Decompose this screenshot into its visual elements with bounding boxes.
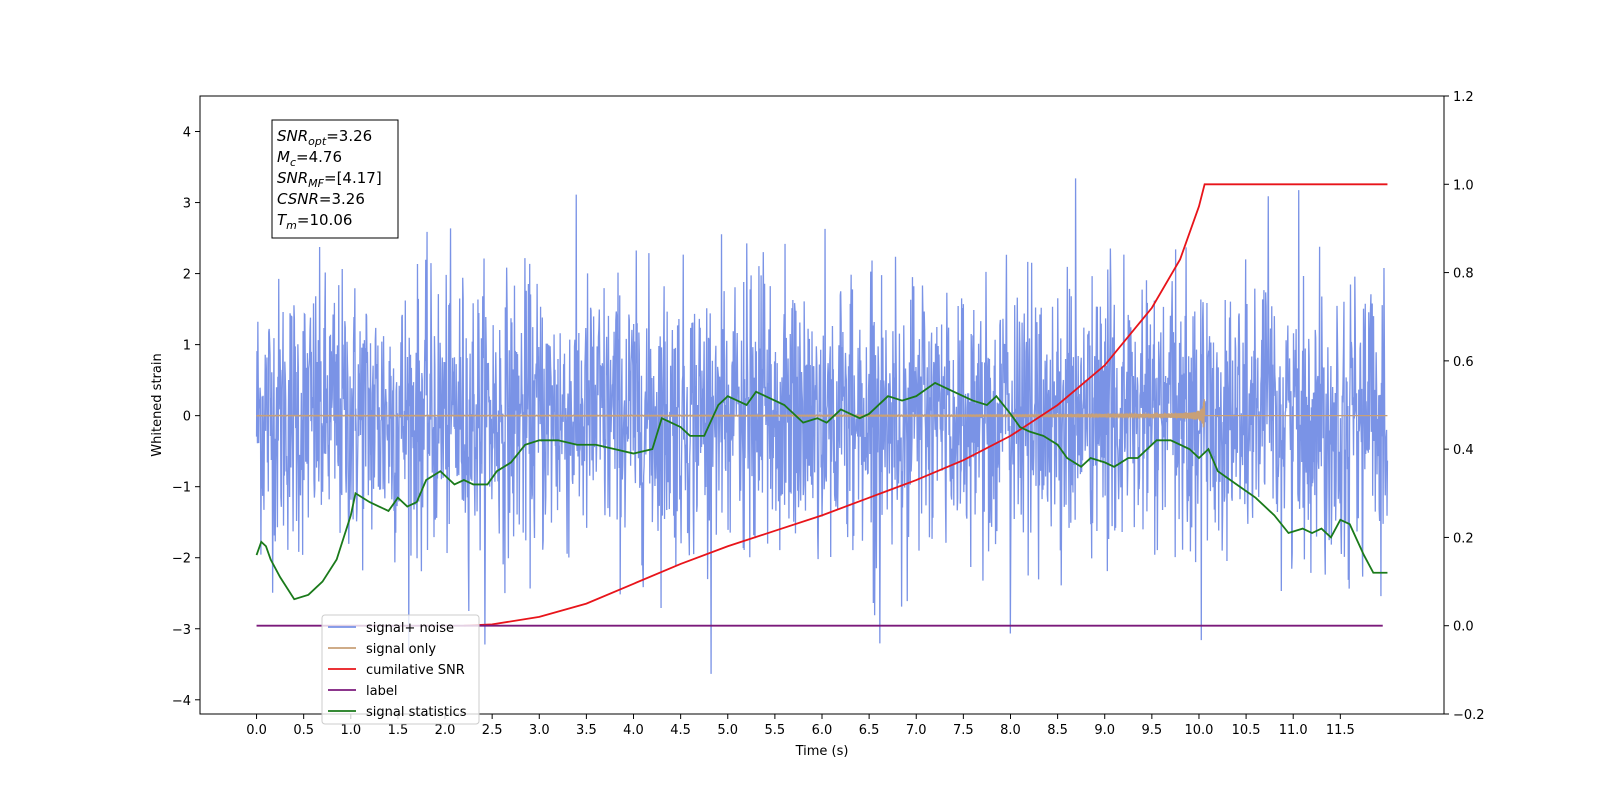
y-axis-label: Whitened strain bbox=[150, 353, 165, 456]
x-tick-label: 1.0 bbox=[340, 723, 361, 738]
y-tick-label: −3 bbox=[172, 623, 191, 638]
x-tick-label: 11.0 bbox=[1279, 723, 1308, 738]
series-signal-statistics-line bbox=[255, 381, 1388, 601]
x-tick-label: 4.5 bbox=[670, 723, 691, 738]
x-tick-label: 4.0 bbox=[623, 723, 644, 738]
y-tick-label: 2 bbox=[183, 268, 191, 283]
series-signal-only-line bbox=[256, 399, 1388, 428]
y-tick-label: −1 bbox=[172, 481, 191, 496]
y2-tick-label: 1.0 bbox=[1453, 178, 1474, 193]
x-tick-label: 7.5 bbox=[953, 723, 974, 738]
annotation-line: SNRMF=[4.17] bbox=[277, 169, 382, 190]
x-tick-label: 10.0 bbox=[1184, 723, 1213, 738]
legend-entry-label: signal only bbox=[366, 642, 436, 657]
y2-tick-label: −0.2 bbox=[1453, 708, 1485, 723]
x-tick-label: 8.0 bbox=[1000, 723, 1021, 738]
annotation-box: SNRopt=3.26Mc=4.76SNRMF=[4.17]CSNR=3.26T… bbox=[271, 119, 399, 239]
annotation-subscript: opt bbox=[308, 135, 327, 148]
legend-entry-label: signal+ noise bbox=[366, 621, 454, 636]
annotation-line: CSNR=3.26 bbox=[277, 190, 365, 208]
annotation-value: =3.26 bbox=[326, 127, 372, 145]
annotation-value: =3.26 bbox=[319, 190, 365, 208]
x-tick-label: 5.5 bbox=[765, 723, 786, 738]
annotation-subscript: MF bbox=[308, 177, 324, 190]
legend: signal+ noise signal only cumilative SNR la… bbox=[321, 614, 480, 725]
x-tick-label: 9.0 bbox=[1094, 723, 1115, 738]
annotation-symbol: SNR bbox=[277, 127, 308, 145]
y-axis-right: 1.2 1.0 0.8 0.6 0.4 0.2 0.0 −0.2 bbox=[1444, 90, 1485, 723]
x-axis: 0.0 0.5 1.0 1.5 2.0 2.5 3.0 3.5 4.0 4.5 5.0 5.5 6.0 6… bbox=[246, 714, 1355, 738]
x-tick-label: 6.5 bbox=[859, 723, 880, 738]
x-tick-label: 7.0 bbox=[906, 723, 927, 738]
y-axis-left: 4 3 2 1 0 −1 −2 −3 −4 bbox=[172, 126, 200, 709]
annotation-symbol: CSNR bbox=[277, 190, 319, 208]
annotation-line: SNRopt=3.26 bbox=[277, 127, 372, 148]
y-tick-label: 3 bbox=[183, 197, 191, 212]
x-tick-label: 11.5 bbox=[1326, 723, 1355, 738]
annotation-subscript: m bbox=[286, 219, 297, 232]
y-tick-label: 0 bbox=[183, 410, 191, 425]
x-tick-label: 10.5 bbox=[1232, 723, 1261, 738]
y2-tick-label: 0.0 bbox=[1453, 620, 1474, 635]
y2-tick-label: 0.6 bbox=[1453, 355, 1474, 370]
x-tick-label: 6.0 bbox=[812, 723, 833, 738]
x-tick-label: 3.5 bbox=[576, 723, 597, 738]
legend-entry-label: signal statistics bbox=[366, 705, 467, 720]
y-tick-label: −4 bbox=[172, 694, 191, 709]
annotation-line: Tm=10.06 bbox=[277, 211, 352, 232]
annotation-box-frame bbox=[271, 119, 399, 239]
x-tick-label: 5.0 bbox=[717, 723, 738, 738]
legend-entry-label: label bbox=[366, 684, 397, 699]
annotation-symbol: T bbox=[277, 211, 288, 229]
legend-entry-label: cumilative SNR bbox=[366, 663, 465, 678]
y2-tick-label: 0.2 bbox=[1453, 531, 1474, 546]
annotation-subscript: c bbox=[290, 156, 296, 169]
y2-tick-label: 0.8 bbox=[1453, 267, 1474, 282]
x-tick-label: 0.0 bbox=[246, 723, 267, 738]
x-tick-label: 2.0 bbox=[435, 723, 456, 738]
x-tick-label: 1.5 bbox=[388, 723, 409, 738]
y2-tick-label: 0.4 bbox=[1453, 443, 1474, 458]
annotation-symbol: SNR bbox=[277, 169, 308, 187]
annotation-value: =[4.17] bbox=[324, 169, 382, 187]
annotation-value: =10.06 bbox=[297, 211, 353, 229]
x-tick-label: 8.5 bbox=[1047, 723, 1068, 738]
y-tick-label: −2 bbox=[172, 552, 191, 567]
series-signal-noise-line bbox=[255, 178, 1389, 674]
y-tick-label: 1 bbox=[183, 339, 191, 354]
annotation-symbol: M bbox=[277, 148, 290, 166]
annotation-line: Mc=4.76 bbox=[277, 148, 342, 169]
y-tick-label: 4 bbox=[183, 126, 191, 141]
legend-frame bbox=[321, 614, 480, 725]
x-tick-label: 9.5 bbox=[1142, 723, 1163, 738]
x-tick-label: 0.5 bbox=[293, 723, 314, 738]
annotation-value: =4.76 bbox=[296, 148, 342, 166]
series-cumilative-snr-line bbox=[463, 183, 1388, 627]
y2-tick-label: 1.2 bbox=[1453, 90, 1474, 105]
x-tick-label: 2.5 bbox=[482, 723, 503, 738]
x-tick-label: 3.0 bbox=[529, 723, 550, 738]
x-axis-label: Time (s) bbox=[795, 744, 849, 759]
